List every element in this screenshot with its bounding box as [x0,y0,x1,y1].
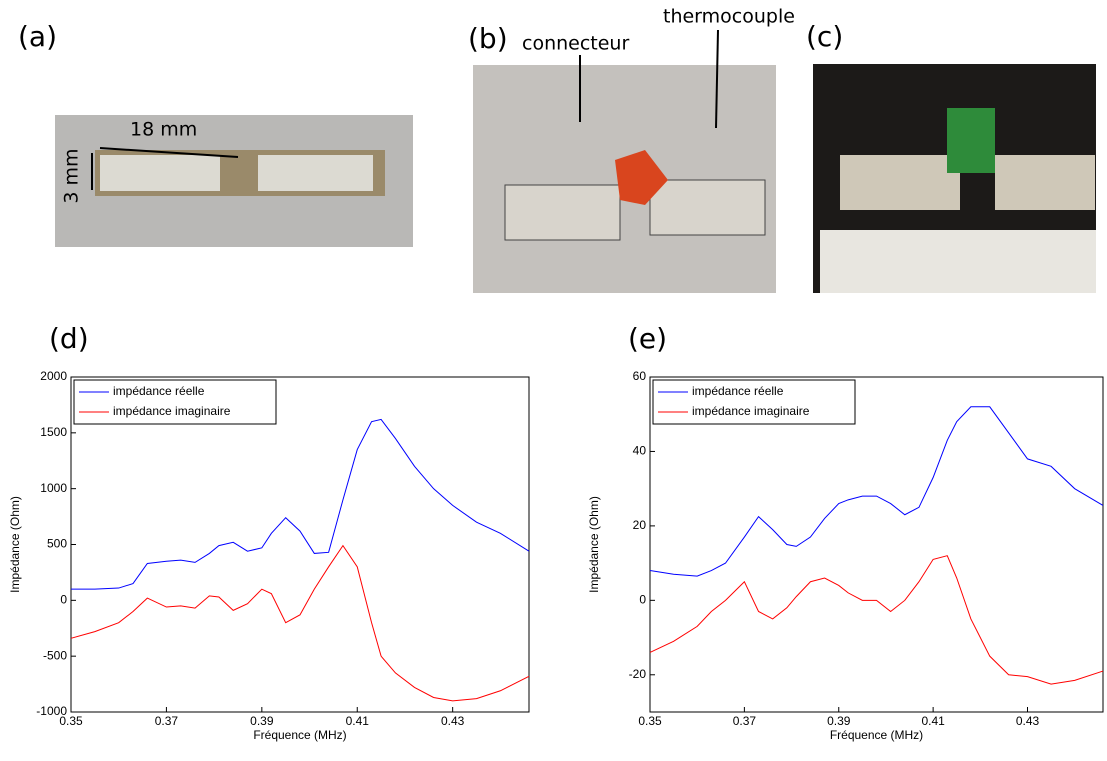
legend-box [73,379,277,425]
y-tick-label: 2000 [40,369,67,383]
y-tick-label: 1500 [40,425,67,439]
y-tick-label: 20 [633,518,647,532]
annotation: 3 mm [61,148,83,203]
y-tick-label: 0 [639,593,646,607]
y-tick-label: 60 [633,369,647,383]
y-tick-label: -500 [43,648,67,662]
series-line [70,544,530,702]
plot-frame [649,376,1104,713]
series-line [649,555,1104,685]
arrow [715,29,719,129]
transducer [840,155,960,210]
panel-label: (a) [18,20,57,53]
connector [615,150,668,205]
y-tick-label: 1000 [40,481,67,495]
x-tick-label: 0.35 [638,714,662,728]
y-tick-label: -1000 [36,704,67,718]
transducer [649,179,766,236]
legend-label: impédance imaginaire [692,404,810,418]
transducer [100,155,220,191]
y-tick-label: 40 [633,444,647,458]
y-tick-label: 0 [60,593,67,607]
plot-frame [70,376,530,713]
annotation: thermocouple [663,6,795,28]
circuit-board [947,108,995,173]
series-line [71,418,530,590]
annotation: 18 mm [130,119,197,141]
x-axis-label: Fréquence (MHz) [830,728,923,742]
x-tick-label: 0.37 [155,714,179,728]
transducer [504,184,621,241]
series-line [649,406,1104,577]
x-axis-label: Fréquence (MHz) [253,728,346,742]
panel-label: (b) [468,22,508,55]
panel-label: (c) [806,20,843,53]
x-tick-label: 0.37 [733,714,757,728]
legend-label: impédance réelle [692,384,784,398]
x-tick-label: 0.35 [59,714,83,728]
legend-box [652,379,856,425]
panel-label: (e) [628,322,667,355]
y-axis-label: Impédance (Ohm) [587,496,601,593]
panel-label: (d) [49,322,89,355]
x-tick-label: 0.41 [346,714,370,728]
x-tick-label: 0.39 [827,714,851,728]
transducer [258,155,373,191]
base [820,230,1096,293]
x-tick-label: 0.43 [1016,714,1040,728]
x-tick-label: 0.43 [441,714,465,728]
legend-label: impédance réelle [113,384,205,398]
dimension-arrow [99,147,239,158]
transducer [995,155,1095,210]
legend-label: impédance imaginaire [113,404,231,418]
y-tick-label: -20 [629,667,647,681]
x-tick-label: 0.39 [250,714,274,728]
x-tick-label: 0.41 [921,714,945,728]
annotation: connecteur [522,33,629,55]
y-tick-label: 500 [47,537,67,551]
y-axis-label: Impédance (Ohm) [8,496,22,593]
